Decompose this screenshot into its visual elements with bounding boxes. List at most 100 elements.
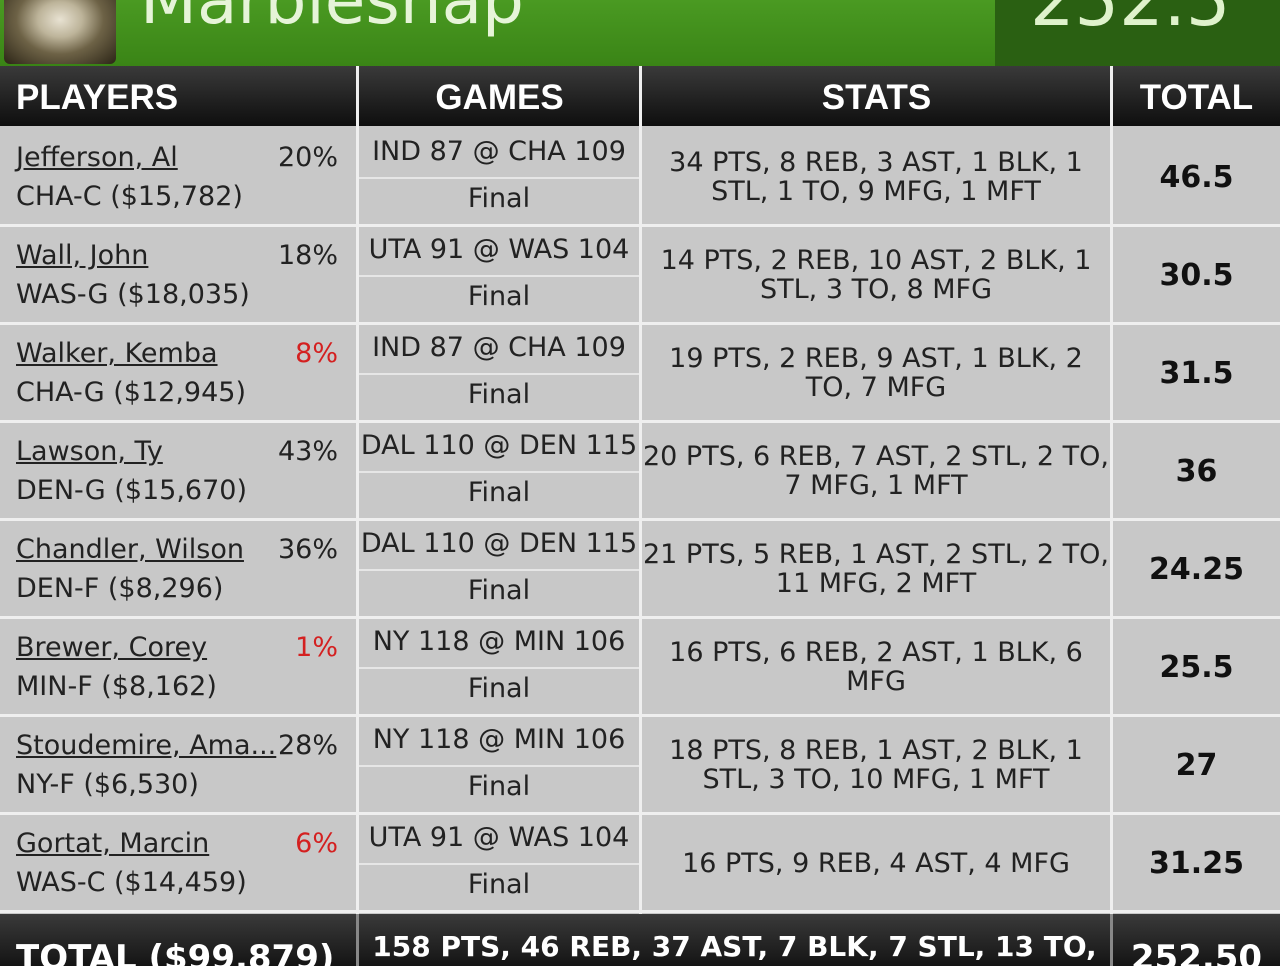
game-divider [359,667,639,669]
game-divider [359,765,639,767]
game-status: Final [467,771,531,802]
player-stats: 19 PTS, 2 REB, 9 AST, 1 BLK, 2 TO, 7 MFG [642,324,1110,422]
player-stats: 20 PTS, 6 REB, 7 AST, 2 STL, 2 TO, 7 MFG… [642,422,1110,520]
player-stats-text: 18 PTS, 8 REB, 1 AST, 2 BLK, 1 STL, 3 TO… [669,735,1083,795]
game-status: Final [467,673,531,704]
table-row: Jefferson, Al CHA-C ($15,782) 20% IND 87 @ … [0,128,1280,226]
player-team-salary: NY-F ($6,530) [16,769,199,800]
player-team-salary: MIN-F ($8,162) [16,671,217,702]
player-total: 46.5 [1159,159,1234,195]
player-total: 31.25 [1149,845,1244,881]
player-total: 30.5 [1159,257,1234,293]
player-ownership: 18% [277,240,338,271]
player-team-salary: CHA-C ($15,782) [16,181,243,212]
player-name-link[interactable]: Lawson, Ty [16,436,163,467]
totals-stats: 158 PTS, 46 REB, 37 AST, 7 BLK, 7 STL, 1… [372,930,1097,963]
totals-row: TOTAL ($99,879) 158 PTS, 46 REB, 37 AST,… [0,914,1280,966]
app-header: Marblesnap 252.5 [0,0,1280,66]
player-name-link[interactable]: Jefferson, Al [16,142,178,173]
player-ownership: 36% [277,534,338,565]
player-ownership: 43% [277,436,338,467]
table-row: Gortat, Marcin WAS-C ($14,459) 6% UTA 91 @ … [0,814,1280,912]
player-stats: 14 PTS, 2 REB, 10 AST, 2 BLK, 1 STL, 3 T… [642,226,1110,324]
player-name-link[interactable]: Wall, John [16,240,149,271]
player-total: 24.25 [1149,551,1244,587]
total-score: 252.5 [1030,0,1231,42]
player-name-link[interactable]: Gortat, Marcin [16,828,210,859]
totals-points: 252.50 [1130,938,1263,966]
totals-label: TOTAL ($99,879) [16,938,335,966]
game-status: Final [467,183,531,214]
player-stats-text: 16 PTS, 6 REB, 2 AST, 1 BLK, 6 MFG [669,637,1083,697]
player-ownership: 20% [277,142,338,173]
player-stats: 16 PTS, 6 REB, 2 AST, 1 BLK, 6 MFG [642,618,1110,716]
player-stats: 34 PTS, 8 REB, 3 AST, 1 BLK, 1 STL, 1 TO… [642,128,1110,226]
column-divider [1110,914,1113,966]
player-team-salary: DEN-F ($8,296) [16,573,224,604]
player-team-salary: CHA-G ($12,945) [16,377,246,408]
game-matchup: UTA 91 @ WAS 104 [368,822,630,853]
game-status: Final [467,575,531,606]
game-divider [359,373,639,375]
column-header-players[interactable]: PLAYERS [0,66,357,126]
game-matchup: NY 118 @ MIN 106 [372,626,626,657]
lineup-table: PLAYERS GAMES STATS TOTAL Jefferson, Al C… [0,66,1280,966]
player-total: 36 [1175,453,1218,489]
brand-title: Marblesnap [140,0,524,39]
player-stats-text: 20 PTS, 6 REB, 7 AST, 2 STL, 2 TO, 7 MFG… [642,441,1109,501]
column-divider [356,66,359,966]
player-ownership: 28% [277,730,338,761]
game-divider [359,569,639,571]
game-divider [359,863,639,865]
game-matchup: DAL 110 @ DEN 115 [360,528,638,559]
column-divider [356,914,359,966]
table-row: Walker, Kemba CHA-G ($12,945) 8% IND 87 @ C… [0,324,1280,422]
player-stats-text: 19 PTS, 2 REB, 9 AST, 1 BLK, 2 TO, 7 MFG [669,343,1083,403]
player-name-link[interactable]: Brewer, Corey [16,632,208,663]
column-header-total[interactable]: TOTAL [1113,66,1280,126]
column-divider [1110,66,1113,966]
game-status: Final [467,477,531,508]
player-stats-text: 16 PTS, 9 REB, 4 AST, 4 MFG [682,847,1070,879]
game-divider [359,471,639,473]
column-header-stats[interactable]: STATS [642,66,1111,126]
table-row: Chandler, Wilson DEN-F ($8,296) 36% DAL 110… [0,520,1280,618]
table-row: Lawson, Ty DEN-G ($15,670) 43% DAL 110 @ DE… [0,422,1280,520]
player-stats: 18 PTS, 8 REB, 1 AST, 2 BLK, 1 STL, 3 TO… [642,716,1110,814]
game-status: Final [467,281,531,312]
game-matchup: IND 87 @ CHA 109 [372,332,626,363]
player-ownership: 8% [295,338,338,369]
player-team-salary: WAS-G ($18,035) [16,279,250,310]
game-divider [359,275,639,277]
player-team-salary: DEN-G ($15,670) [16,475,248,506]
score-panel [995,0,1280,66]
game-matchup: IND 87 @ CHA 109 [372,136,626,167]
player-stats-text: 14 PTS, 2 REB, 10 AST, 2 BLK, 1 STL, 3 T… [660,245,1092,305]
player-stats-text: 21 PTS, 5 REB, 1 AST, 2 STL, 2 TO, 11 MF… [642,539,1109,599]
column-divider [639,66,642,966]
game-status: Final [467,379,531,410]
table-row: Wall, John WAS-G ($18,035) 18% UTA 91 @ WAS… [0,226,1280,324]
game-divider [359,177,639,179]
game-matchup: NY 118 @ MIN 106 [372,724,626,755]
table-row: Stoudemire, Ama... NY-F ($6,530) 28% NY 118… [0,716,1280,814]
player-stats: 21 PTS, 5 REB, 1 AST, 2 STL, 2 TO, 11 MF… [642,520,1110,618]
player-ownership: 6% [295,828,338,859]
player-team-salary: WAS-C ($14,459) [16,867,247,898]
player-name-link[interactable]: Stoudemire, Ama... [16,730,277,761]
player-name-link[interactable]: Walker, Kemba [16,338,218,369]
column-header-games[interactable]: GAMES [359,66,640,126]
player-stats-text: 34 PTS, 8 REB, 3 AST, 1 BLK, 1 STL, 1 TO… [669,147,1083,207]
table-row: Brewer, Corey MIN-F ($8,162) 1% NY 118 @ MI… [0,618,1280,716]
player-stats: 16 PTS, 9 REB, 4 AST, 4 MFG [642,814,1110,912]
player-total: 27 [1175,747,1218,783]
game-matchup: DAL 110 @ DEN 115 [360,430,638,461]
player-name-link[interactable]: Chandler, Wilson [16,534,244,565]
player-ownership: 1% [295,632,338,663]
game-status: Final [467,869,531,900]
header-banner [0,0,995,66]
game-matchup: UTA 91 @ WAS 104 [368,234,630,265]
user-avatar[interactable] [4,0,116,64]
player-total: 25.5 [1159,649,1234,685]
player-total: 31.5 [1159,355,1234,391]
